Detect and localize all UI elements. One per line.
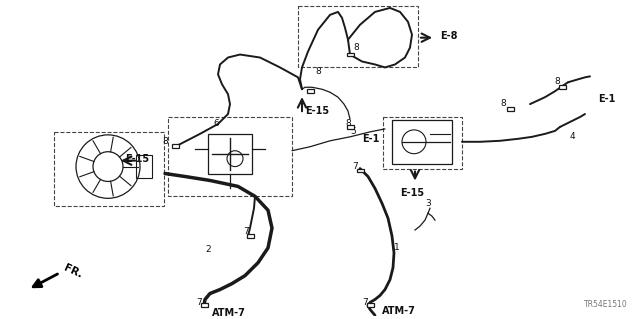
Bar (367, 303, 374, 307)
Text: E-1: E-1 (362, 134, 380, 144)
Bar (200, 303, 207, 307)
Bar (356, 169, 364, 173)
Bar (208, 134, 252, 174)
Bar (307, 89, 314, 93)
Text: TR54E1510: TR54E1510 (584, 300, 628, 309)
Bar (506, 107, 513, 111)
Text: 7: 7 (362, 298, 368, 307)
Bar (346, 53, 353, 56)
Text: 8: 8 (353, 43, 359, 52)
Text: 7: 7 (196, 298, 202, 307)
Bar (346, 125, 353, 129)
Text: E-15: E-15 (305, 106, 329, 116)
Text: 3: 3 (425, 199, 431, 208)
Text: 8: 8 (500, 99, 506, 108)
Bar (136, 155, 152, 179)
Text: 8: 8 (315, 67, 321, 76)
Text: E-15: E-15 (400, 188, 424, 198)
Text: 1: 1 (394, 243, 400, 252)
Text: FR.: FR. (62, 263, 84, 280)
Text: 8: 8 (345, 119, 351, 129)
Text: 2: 2 (205, 245, 211, 254)
Bar (392, 120, 452, 164)
Text: 8: 8 (554, 77, 560, 86)
Bar (172, 144, 179, 148)
Text: 4: 4 (570, 132, 575, 141)
Text: 7: 7 (352, 162, 358, 171)
Bar (559, 85, 566, 89)
Text: ATM-7: ATM-7 (382, 306, 416, 316)
Text: E-8: E-8 (440, 31, 458, 41)
Text: E-1: E-1 (598, 94, 616, 104)
Text: 7: 7 (243, 226, 249, 235)
Text: ATM-7: ATM-7 (212, 308, 246, 318)
Bar (246, 234, 253, 238)
Text: 8: 8 (162, 137, 168, 146)
Text: E-15: E-15 (125, 154, 149, 164)
Text: 6: 6 (213, 119, 219, 129)
Text: 5: 5 (350, 127, 356, 137)
